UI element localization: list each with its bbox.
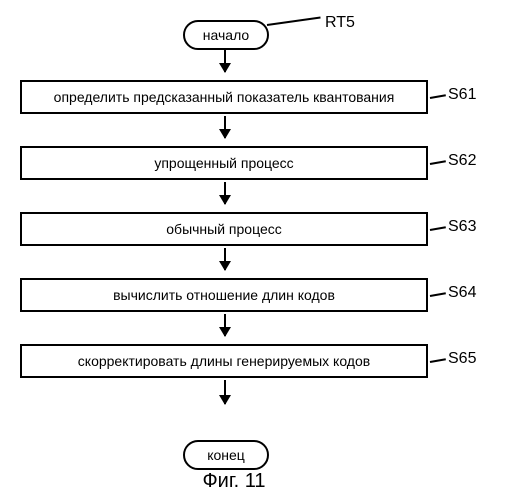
end-terminator: конец bbox=[183, 440, 269, 470]
process-ref-3: S63 bbox=[448, 218, 476, 236]
start-ref-lead bbox=[267, 16, 321, 25]
process-ref-5: S65 bbox=[448, 350, 476, 368]
start-terminator: начало bbox=[183, 20, 269, 50]
process-ref-lead-5 bbox=[430, 358, 446, 363]
process-ref-lead-3 bbox=[430, 226, 446, 231]
process-ref-1: S61 bbox=[448, 86, 476, 104]
start-ref-label: RT5 bbox=[325, 14, 355, 32]
process-ref-lead-1 bbox=[430, 94, 446, 99]
process-ref-lead-2 bbox=[430, 160, 446, 165]
arrow-after-step-5 bbox=[224, 380, 226, 404]
process-step-3: обычный процесс bbox=[20, 212, 428, 246]
process-ref-2: S62 bbox=[448, 152, 476, 170]
process-step-5: скорректировать длины генерируемых кодов bbox=[20, 344, 428, 378]
process-step-1: определить предсказанный показатель кван… bbox=[20, 80, 428, 114]
process-ref-lead-4 bbox=[430, 292, 446, 297]
figure-caption: Фиг. 11 bbox=[184, 470, 284, 493]
process-step-2: упрощенный процесс bbox=[20, 146, 428, 180]
arrow-after-step-2 bbox=[224, 182, 226, 204]
arrow-after-step-4 bbox=[224, 314, 226, 336]
arrow-start bbox=[224, 48, 226, 72]
process-ref-4: S64 bbox=[448, 284, 476, 302]
process-step-4: вычислить отношение длин кодов bbox=[20, 278, 428, 312]
arrow-after-step-3 bbox=[224, 248, 226, 270]
arrow-after-step-1 bbox=[224, 116, 226, 138]
